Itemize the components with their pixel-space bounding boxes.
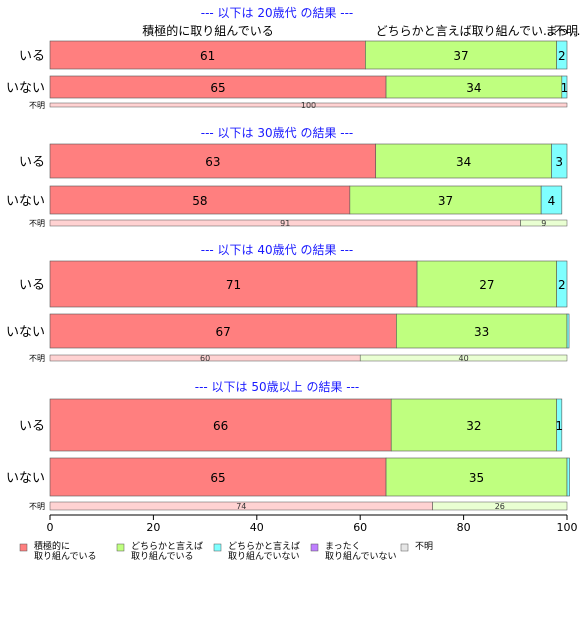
bar-value-label: 63 xyxy=(205,155,220,169)
bar-segment xyxy=(566,457,570,497)
bar-segment xyxy=(49,260,418,308)
bar-value-label: 3 xyxy=(555,155,563,169)
legend-label: 取り組んでいない xyxy=(325,550,397,562)
x-axis-tick-label: 20 xyxy=(146,521,160,534)
bar-segment xyxy=(49,457,387,497)
bar-segment xyxy=(49,398,392,452)
legend-label: どちらかと言えば xyxy=(131,540,203,552)
unknown-bar-segment xyxy=(432,501,568,511)
bar-value-label: 66 xyxy=(213,419,228,433)
header-label: まっ... xyxy=(546,24,580,38)
bar-value-label: 65 xyxy=(210,81,225,95)
unknown-bar-label: 26 xyxy=(495,502,505,511)
row-label: いる xyxy=(19,278,45,293)
unknown-bar-label: 9 xyxy=(541,219,546,228)
bar-segment xyxy=(556,398,563,452)
legend-label: 積極的に xyxy=(34,540,70,552)
header-label: 積極的に取り組んでいる xyxy=(142,23,273,38)
legend-swatch xyxy=(400,543,409,552)
x-axis-tick-label: 80 xyxy=(457,521,471,534)
row-label: いる xyxy=(19,419,45,434)
bar-value-label: 34 xyxy=(456,155,471,169)
bar-value-label: 34 xyxy=(466,81,481,95)
legend-label: まったく xyxy=(325,541,361,552)
unknown-row-label: 不明 xyxy=(29,101,45,110)
bar-segment xyxy=(416,260,557,308)
panel-title: --- 以下は 50歳以上 の結果 --- xyxy=(195,380,360,394)
bar-segment xyxy=(566,313,570,349)
bar-value-label: 1 xyxy=(561,81,569,95)
unknown-bar-label: 60 xyxy=(200,354,210,363)
bar-value-label: 37 xyxy=(453,49,468,63)
header-label: 不明 xyxy=(554,24,578,38)
x-axis-tick-label: 0 xyxy=(47,521,54,534)
bar-value-label: 4 xyxy=(548,194,556,208)
unknown-bar-label: 40 xyxy=(459,354,469,363)
panel-title: --- 以下は 40歳代 の結果 --- xyxy=(201,243,354,257)
bar-segment xyxy=(556,260,568,308)
bar-segment xyxy=(540,185,563,215)
legend-label: 取り組んでいる xyxy=(131,550,194,562)
bar-value-label: 58 xyxy=(192,194,207,208)
unknown-bar-label: 74 xyxy=(236,502,246,511)
bar-value-label: 71 xyxy=(226,278,241,292)
x-axis-tick-label: 100 xyxy=(557,521,578,534)
bar-value-label: 61 xyxy=(200,49,215,63)
bar-value-label: 2 xyxy=(558,278,566,292)
legend-label: どちらかと言えば xyxy=(228,540,300,552)
legend-label: 不明 xyxy=(415,541,433,552)
bar-value-label: 27 xyxy=(479,278,494,292)
legend-swatch xyxy=(213,543,222,552)
unknown-row-label: 不明 xyxy=(29,354,45,363)
header-label: どちらかと言えば取り組んでい... xyxy=(376,24,555,38)
bar-value-label: 65 xyxy=(210,471,225,485)
bar-segment xyxy=(385,457,568,497)
bar-segment xyxy=(390,398,557,452)
legend-swatch xyxy=(19,543,28,552)
row-label: いない xyxy=(6,194,45,209)
panel-title: --- 以下は 20歳代 の結果 --- xyxy=(201,6,354,20)
unknown-row-label: 不明 xyxy=(29,502,45,511)
bar-segment xyxy=(561,75,568,99)
bar-segment xyxy=(49,143,377,179)
unknown-row-label: 不明 xyxy=(29,219,45,228)
bar-value-label: 37 xyxy=(438,194,453,208)
bar-value-label: 1 xyxy=(555,419,563,433)
bar-segment xyxy=(396,313,568,349)
row-label: いない xyxy=(6,471,45,486)
x-axis-tick-label: 40 xyxy=(250,521,264,534)
legend-swatch xyxy=(116,543,125,552)
bar-segment xyxy=(365,40,557,70)
bar-value-label: 33 xyxy=(474,325,489,339)
bar-value-label: 35 xyxy=(469,471,484,485)
unknown-bar-segment xyxy=(359,354,568,362)
row-label: いる xyxy=(19,155,45,170)
legend-label: 取り組んでいる xyxy=(34,550,97,562)
row-label: いる xyxy=(19,49,45,64)
bar-value-label: 67 xyxy=(216,325,231,339)
legend-label: 取り組んでいない xyxy=(228,550,300,562)
bar-segment xyxy=(551,143,568,179)
row-label: いない xyxy=(6,81,45,96)
x-axis-tick-label: 60 xyxy=(353,521,367,534)
bar-segment xyxy=(556,40,568,70)
unknown-bar-segment xyxy=(520,219,568,227)
bar-segment xyxy=(49,313,397,349)
row-label: いない xyxy=(6,325,45,340)
bar-value-label: 2 xyxy=(558,49,566,63)
bar-segment xyxy=(375,143,552,179)
legend-swatch xyxy=(310,543,319,552)
bar-value-label: 32 xyxy=(466,419,481,433)
unknown-bar-label: 91 xyxy=(280,219,290,228)
panel-title: --- 以下は 30歳代 の結果 --- xyxy=(201,126,354,140)
unknown-bar-segment xyxy=(49,102,568,108)
unknown-bar-label: 100 xyxy=(301,101,316,110)
